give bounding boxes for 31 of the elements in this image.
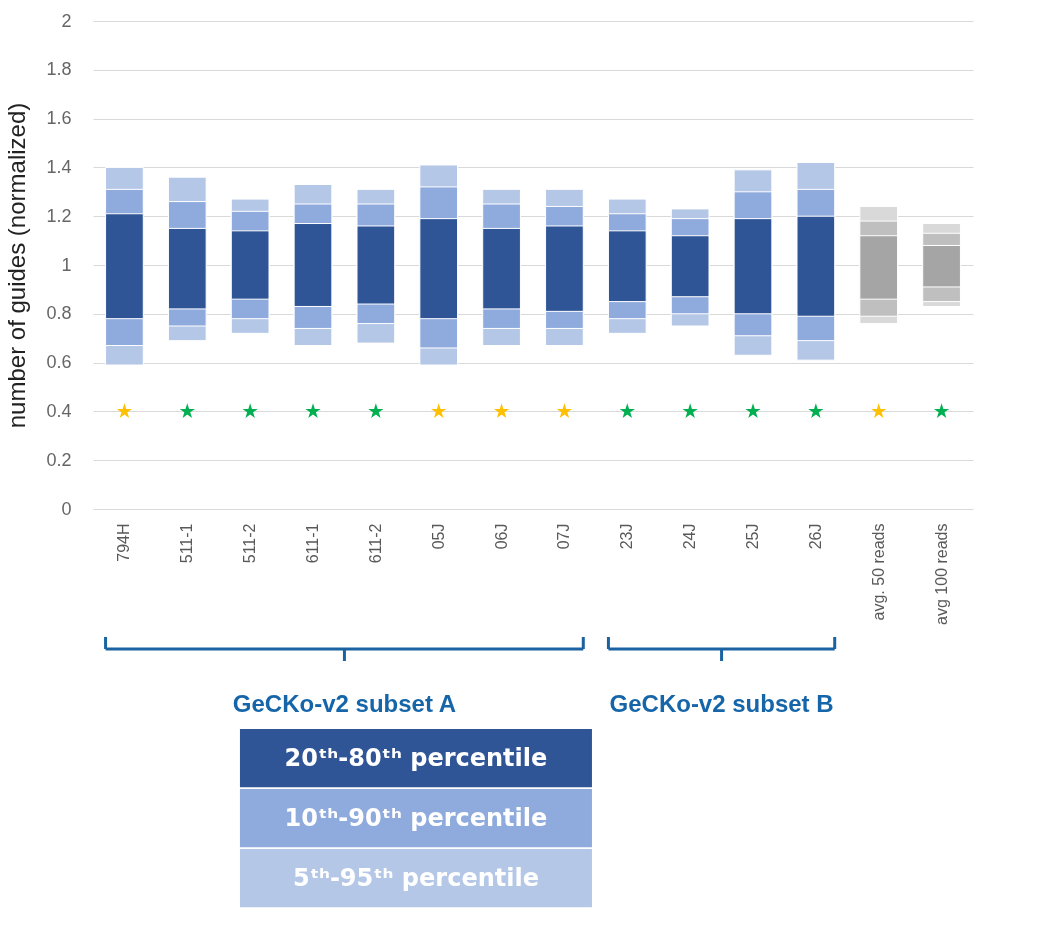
y-tick-label: 0.8 [46, 303, 72, 324]
y-tick-label: 1.6 [46, 108, 72, 129]
y-tick-label: 1.8 [46, 59, 72, 80]
x-tick-label: 794H [115, 523, 133, 562]
text: GeCKo-v2 subset B [609, 690, 834, 717]
x-tick-label: 07J [555, 523, 573, 550]
y-axis-title: number of guides (normalized) [3, 102, 31, 429]
y-tick-label: 2 [61, 10, 72, 31]
x-tick-label: 25J [744, 523, 761, 550]
x-tick-label: 611-2 [366, 523, 384, 564]
x-tick-label: avg 100 reads [932, 523, 950, 625]
y-tick-label: 0.6 [46, 352, 72, 373]
x-tick-label: 05J [429, 523, 447, 550]
x-tick-label: 611-1 [304, 523, 321, 564]
y-tick-label: 1.4 [46, 156, 72, 177]
x-tick-label: 511-2 [241, 523, 259, 564]
x-tick-label: 23J [618, 523, 636, 550]
text: 10ᵗʰ-90ᵗʰ percentile [284, 804, 548, 832]
y-tick-label: 0.2 [46, 449, 72, 470]
y-tick-label: 0 [61, 498, 72, 519]
x-tick-label: 06J [492, 523, 510, 550]
x-tick-label: avg. 50 reads [869, 523, 887, 621]
text: 20ᵗʰ-80ᵗʰ percentile [284, 744, 548, 772]
y-tick-label: 1.2 [46, 205, 72, 226]
y-tick-label: 1 [61, 254, 72, 275]
y-tick-label: 0.4 [46, 400, 72, 421]
text: 5ᵗʰ-95ᵗʰ percentile [292, 864, 539, 892]
text: GeCKo-v2 subset A [232, 690, 457, 717]
x-tick-label: 511-1 [178, 523, 196, 564]
x-tick-label: 24J [681, 523, 699, 550]
x-tick-label: 26J [806, 523, 824, 550]
